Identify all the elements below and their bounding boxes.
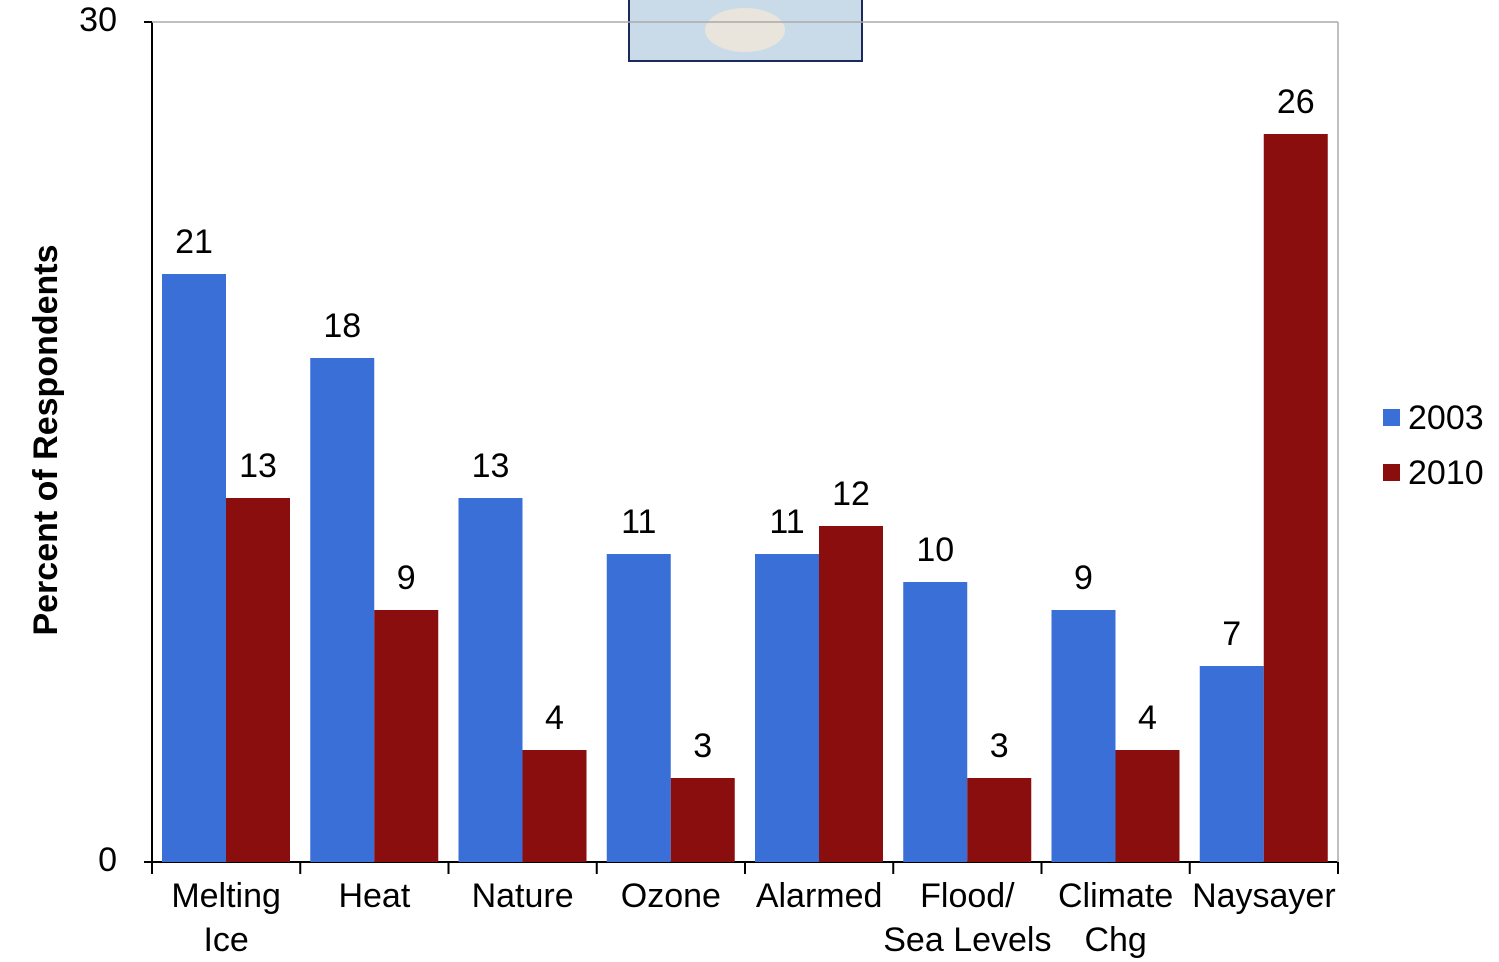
x-tick-label-line: Alarmed bbox=[756, 877, 883, 915]
data-label: 4 bbox=[545, 699, 564, 737]
bar bbox=[374, 610, 439, 862]
data-label: 13 bbox=[239, 447, 277, 485]
data-label: 9 bbox=[397, 559, 416, 597]
data-label: 13 bbox=[472, 447, 510, 485]
x-tick-label: Naysayer bbox=[1192, 877, 1336, 915]
x-tick-label: Heat bbox=[338, 877, 410, 915]
x-tick-label-line: Flood/ bbox=[920, 877, 1015, 915]
data-label: 4 bbox=[1138, 699, 1157, 737]
data-label: 11 bbox=[621, 503, 656, 541]
y-tick-label: 30 bbox=[79, 1, 117, 39]
y-tick-label: 0 bbox=[98, 841, 117, 879]
x-tick-label: Ozone bbox=[621, 877, 721, 915]
bar bbox=[162, 274, 226, 862]
bar bbox=[606, 554, 671, 862]
legend-label: 2003 bbox=[1408, 399, 1484, 437]
data-label: 9 bbox=[1074, 559, 1093, 597]
x-tick-label-line: Climate bbox=[1058, 877, 1173, 915]
x-tick-label-line: Naysayer bbox=[1192, 877, 1336, 915]
x-tick-label: Nature bbox=[472, 877, 574, 915]
bar bbox=[1199, 666, 1264, 862]
x-tick-label: Climate Chg bbox=[1058, 877, 1173, 959]
bar bbox=[967, 778, 1032, 862]
bar bbox=[670, 778, 735, 862]
bar bbox=[755, 554, 819, 862]
legend-swatch bbox=[1383, 464, 1400, 481]
bar bbox=[226, 498, 290, 862]
legend-swatch bbox=[1383, 409, 1400, 426]
data-label: 18 bbox=[323, 307, 361, 345]
x-tick-label-line: Melting bbox=[171, 877, 281, 915]
data-label: 21 bbox=[175, 223, 213, 261]
bar bbox=[1263, 134, 1328, 862]
data-label: 26 bbox=[1277, 83, 1315, 121]
data-label: 10 bbox=[916, 531, 954, 569]
x-tick-label: Alarmed bbox=[756, 877, 883, 915]
x-tick-label-line: Chg bbox=[1084, 921, 1146, 959]
data-label: 12 bbox=[832, 475, 870, 513]
x-tick-label-line: Ozone bbox=[621, 877, 721, 915]
bar bbox=[1051, 610, 1116, 862]
bar bbox=[458, 498, 523, 862]
x-tick-label: Flood/Sea Levels bbox=[883, 877, 1051, 959]
data-label: 11 bbox=[769, 503, 804, 541]
bar bbox=[903, 582, 968, 862]
data-label: 3 bbox=[693, 727, 712, 765]
x-tick-label-line: Sea Levels bbox=[883, 921, 1051, 959]
bar bbox=[819, 526, 883, 862]
header-photo-subject bbox=[705, 8, 785, 52]
bar bbox=[310, 358, 375, 862]
legend-label: 2010 bbox=[1408, 454, 1484, 492]
data-label: 3 bbox=[990, 727, 1009, 765]
x-tick-label-line: Heat bbox=[338, 877, 410, 915]
x-tick-label: Melting Ice bbox=[171, 877, 281, 959]
bar bbox=[522, 750, 587, 862]
x-tick-label-line: Ice bbox=[203, 921, 248, 959]
y-axis-label: Percent of Respondents bbox=[27, 244, 65, 635]
bar bbox=[1115, 750, 1180, 862]
data-label: 7 bbox=[1222, 615, 1241, 653]
x-tick-label-line: Nature bbox=[472, 877, 574, 915]
